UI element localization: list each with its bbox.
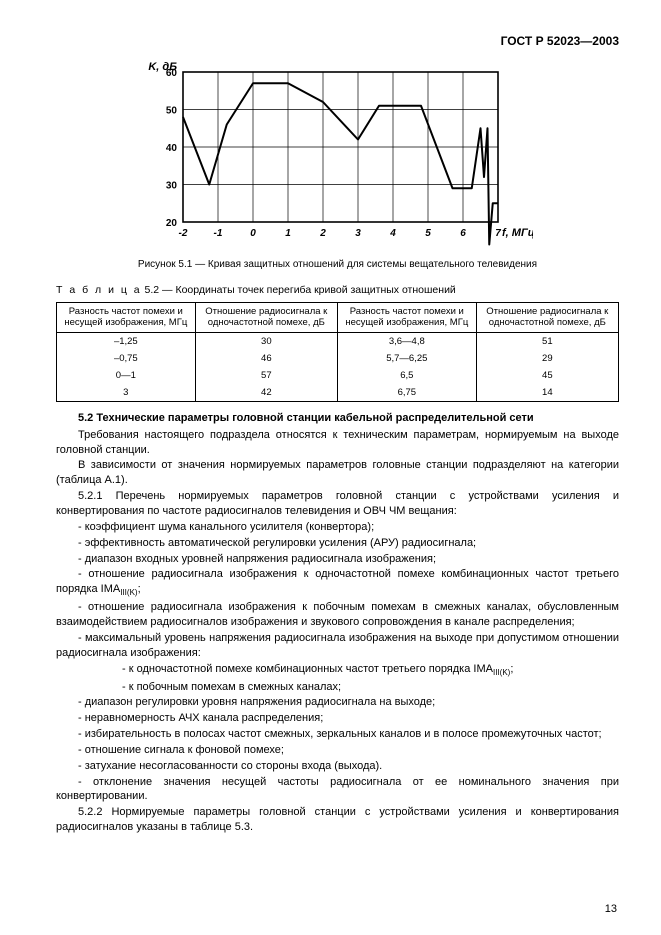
svg-text:1: 1 <box>285 228 291 239</box>
svg-text:6: 6 <box>460 228 466 239</box>
table-cell: 6,5 <box>337 367 476 384</box>
bullet-10: - отношение сигнала к фоновой помехе; <box>56 743 619 758</box>
bullet-1: - коэффициент шума канального усилителя … <box>56 520 619 535</box>
ima-sub-1: III(K) <box>120 588 137 597</box>
page-number: 13 <box>605 903 617 915</box>
table-cell: 57 <box>195 367 337 384</box>
table-5-2: Разность частот помехи и несущей изображ… <box>56 302 619 402</box>
svg-text:7: 7 <box>495 228 501 239</box>
svg-text:40: 40 <box>165 143 177 154</box>
table-row: –1,25303,6—4,851 <box>57 332 619 350</box>
bullet-2: - эффективность автоматической регулиров… <box>56 536 619 551</box>
bullet-7: - диапазон регулировки уровня напряжения… <box>56 695 619 710</box>
para-2: В зависимости от значения нормируемых па… <box>56 458 619 488</box>
table-cell: 3,6—4,8 <box>337 332 476 350</box>
svg-text:2: 2 <box>319 228 326 239</box>
figure-caption: Рисунок 5.1 — Кривая защитных отношений … <box>56 259 619 270</box>
svg-text:-1: -1 <box>213 228 222 239</box>
svg-text:f, МГц: f, МГц <box>502 227 533 239</box>
table-row: –0,75465,7—6,2529 <box>57 350 619 367</box>
table-cell: 45 <box>476 367 618 384</box>
table-cell: 3 <box>57 384 196 402</box>
svg-text:5: 5 <box>425 228 431 239</box>
ima-sub-2: III(K) <box>493 668 510 677</box>
table-caption: Т а б л и ц а 5.2 — Координаты точек пер… <box>56 284 619 296</box>
bullet-6: - максимальный уровень напряжения радиос… <box>56 631 619 661</box>
table-cell: 14 <box>476 384 618 402</box>
table-cell: –1,25 <box>57 332 196 350</box>
col-h1: Разность частот помехи и несущей изображ… <box>57 303 196 333</box>
bullet-9: - избирательность в полосах частот смежн… <box>56 727 619 742</box>
table-cell: 6,75 <box>337 384 476 402</box>
table-row: 3426,7514 <box>57 384 619 402</box>
bullet-6-sub2: - к побочным помехам в смежных каналах; <box>56 680 619 695</box>
bullet-4: - отношение радиосигнала изображения к о… <box>56 567 619 599</box>
svg-text:K, дБ: K, дБ <box>148 61 177 73</box>
table-cell: 5,7—6,25 <box>337 350 476 367</box>
doc-code: ГОСТ Р 52023—2003 <box>56 34 619 48</box>
table-row: 0—1576,545 <box>57 367 619 384</box>
bullet-12: - отклонение значения несущей частоты ра… <box>56 775 619 805</box>
table-cell: 42 <box>195 384 337 402</box>
svg-text:20: 20 <box>165 218 177 229</box>
table-caption-prefix: Т а б л и ц а <box>56 284 142 296</box>
svg-text:3: 3 <box>355 228 361 239</box>
table-caption-rest: 5.2 — Координаты точек перегиба кривой з… <box>142 284 456 296</box>
para-4: 5.2.2 Нормируемые параметры головной ста… <box>56 805 619 835</box>
bullet-11: - затухание несогласованности со стороны… <box>56 759 619 774</box>
svg-text:50: 50 <box>165 106 177 117</box>
col-h4: Отношение радиосигнала к одночастотной п… <box>476 303 618 333</box>
col-h3: Разность частот помехи и несущей изображ… <box>337 303 476 333</box>
col-h2: Отношение радиосигнала к одночастотной п… <box>195 303 337 333</box>
bullet-8: - неравномерность АЧХ канала распределен… <box>56 711 619 726</box>
bullet-6-sub1: - к одночастотной помехе комбинационных … <box>56 662 619 679</box>
chart-svg: -2-1012345672030405060K, дБf, МГц <box>143 58 533 248</box>
svg-text:-2: -2 <box>178 228 187 239</box>
page-root: ГОСТ Р 52023—2003 -2-1012345672030405060… <box>0 0 661 935</box>
svg-text:30: 30 <box>165 181 177 192</box>
svg-text:0: 0 <box>250 228 256 239</box>
table-cell: 51 <box>476 332 618 350</box>
svg-text:4: 4 <box>389 228 396 239</box>
table-cell: 46 <box>195 350 337 367</box>
chart-protective-ratio: -2-1012345672030405060K, дБf, МГц <box>143 58 533 251</box>
para-1: Требования настоящего подраздела относят… <box>56 428 619 458</box>
table-cell: 29 <box>476 350 618 367</box>
bullet-5: - отношение радиосигнала изображения к п… <box>56 600 619 630</box>
table-cell: 30 <box>195 332 337 350</box>
section-head-5-2: 5.2 Технические параметры головной станц… <box>56 412 619 424</box>
para-3: 5.2.1 Перечень нормируемых параметров го… <box>56 489 619 519</box>
table-header-row: Разность частот помехи и несущей изображ… <box>57 303 619 333</box>
bullet-3: - диапазон входных уровней напряжения ра… <box>56 552 619 567</box>
table-cell: –0,75 <box>57 350 196 367</box>
table-cell: 0—1 <box>57 367 196 384</box>
